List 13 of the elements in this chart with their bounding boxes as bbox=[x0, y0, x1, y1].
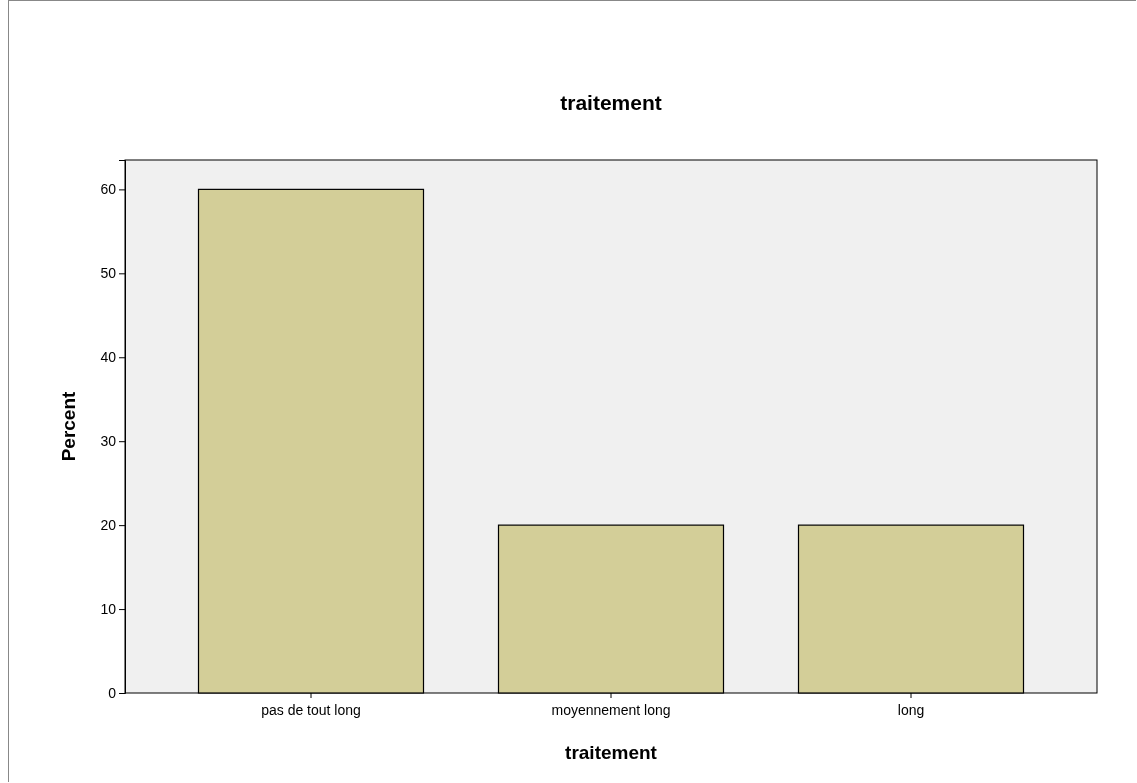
chart-title: traitement bbox=[560, 91, 662, 114]
y-tick-label: 60 bbox=[100, 181, 117, 198]
y-tick-label: 0 bbox=[108, 684, 117, 701]
x-tick-label: moyennement long bbox=[551, 702, 671, 718]
y-tick-label: 40 bbox=[100, 349, 117, 366]
x-tick-label: long bbox=[897, 702, 925, 718]
y-tick-label: 50 bbox=[100, 265, 117, 282]
y-tick-label: 30 bbox=[100, 433, 117, 450]
x-tick-label: pas de tout long bbox=[261, 702, 361, 718]
x-axis-title: traitement bbox=[565, 742, 658, 763]
y-axis-title: Percent bbox=[58, 390, 79, 462]
y-tick-label: 20 bbox=[100, 517, 117, 534]
y-tick-label: 10 bbox=[100, 601, 117, 618]
